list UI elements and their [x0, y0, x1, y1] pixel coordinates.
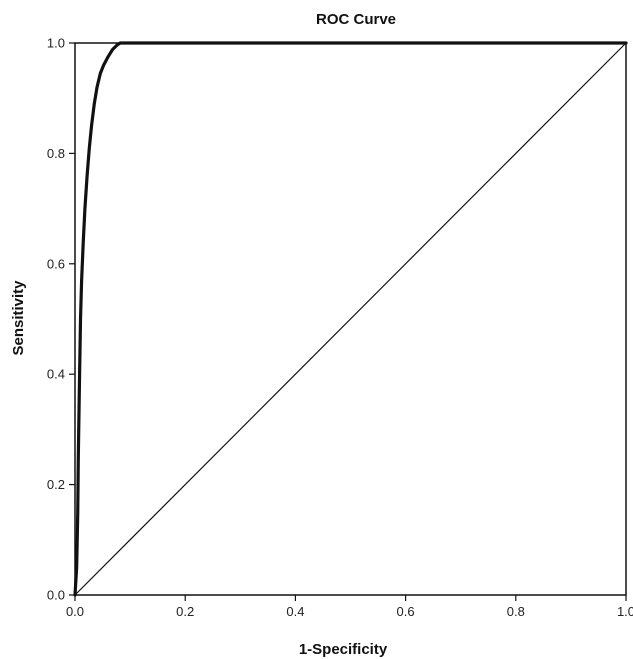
y-tick-label: 0.4 [47, 367, 65, 382]
x-axis-label: 1-Specificity [299, 641, 388, 658]
chart-title: ROC Curve [316, 11, 396, 28]
x-tick-label: 0.2 [176, 604, 194, 619]
y-tick-label: 0.6 [47, 256, 65, 271]
reference-diagonal-line [74, 42, 627, 596]
x-tick-label: 1.0 [617, 604, 633, 619]
x-tick-label: 0.8 [507, 604, 525, 619]
y-tick-label: 0.0 [47, 588, 65, 603]
y-tick-label: 0.8 [47, 146, 65, 161]
plot-area: 0.0 0.2 0.4 0.6 0.8 1.0 0.0 0.2 0.4 0.6 0.8 1.0 [47, 36, 633, 620]
x-tick-label: 0.0 [66, 604, 84, 619]
roc-curve-line [73, 41, 628, 597]
y-tick-label: 0.2 [47, 477, 65, 492]
y-tick-label: 1.0 [47, 36, 65, 51]
x-tick-label: 0.4 [286, 604, 304, 619]
x-tick-label: 0.6 [397, 604, 415, 619]
y-axis-label: Sensitivity [10, 280, 27, 356]
